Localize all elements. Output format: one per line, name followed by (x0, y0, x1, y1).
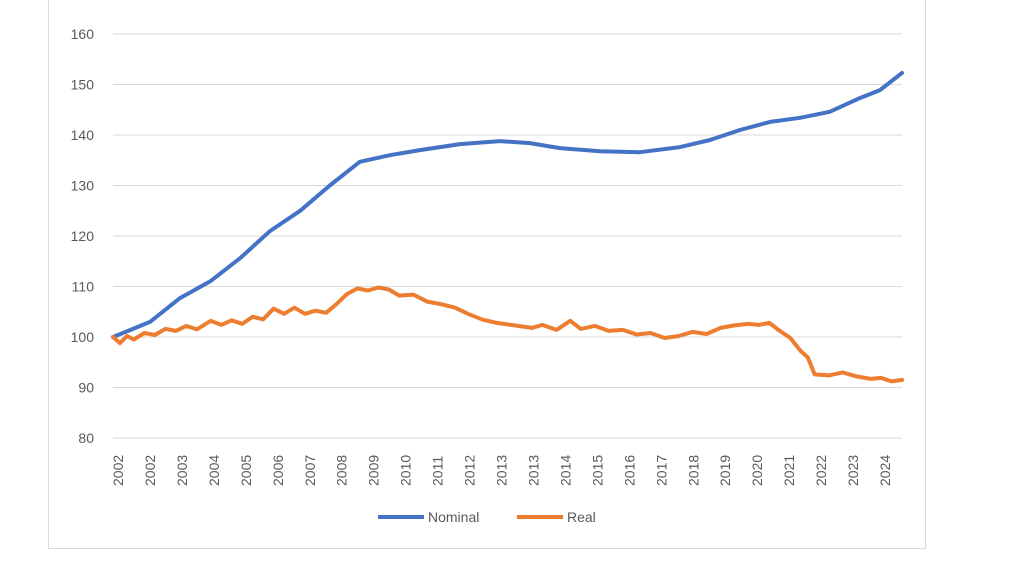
series-lines (111, 70, 904, 384)
x-tick-label: 2021 (781, 455, 797, 486)
x-tick-label: 2012 (462, 455, 478, 486)
x-tick-label: 2024 (877, 455, 893, 486)
x-tick-label: 2009 (366, 455, 382, 486)
series-line-nominal (111, 70, 904, 339)
x-tick-label: 2018 (685, 455, 701, 486)
y-tick-label: 110 (72, 279, 95, 295)
y-tick-label: 120 (71, 228, 95, 244)
x-tick-label: 2005 (238, 455, 254, 486)
legend-label-nominal: Nominal (428, 509, 479, 525)
x-tick-label: 2016 (621, 455, 637, 486)
y-tick-label: 80 (78, 430, 94, 446)
y-tick-label: 160 (71, 26, 95, 42)
legend: Nominal Real (378, 509, 596, 525)
x-tick-label: 2022 (813, 455, 829, 486)
x-tick-label: 2002 (142, 455, 158, 486)
y-tick-label: 130 (71, 178, 95, 194)
y-tick-label: 140 (71, 127, 95, 143)
y-tick-label: 100 (71, 329, 95, 345)
x-axis-labels: 2002 2002 2003 2004 2005 2006 2007 2008 2009 2010… (110, 455, 893, 486)
x-tick-label: 2014 (557, 455, 573, 486)
x-tick-label: 2008 (334, 455, 350, 486)
x-tick-label: 2013 (525, 455, 541, 486)
y-tick-label: 90 (78, 380, 94, 396)
x-tick-label: 2017 (653, 455, 669, 486)
x-tick-label: 2023 (845, 455, 861, 486)
x-tick-label: 2010 (398, 455, 414, 486)
x-tick-label: 2002 (110, 455, 126, 486)
x-tick-label: 2004 (206, 455, 222, 486)
series-line-real (111, 285, 904, 384)
y-axis-labels: 80 90 100 110 120 130 140 150 160 (71, 26, 95, 446)
x-tick-label: 2019 (717, 455, 733, 486)
x-tick-label: 2007 (302, 455, 318, 486)
gridlines (113, 33, 902, 439)
x-tick-label: 2015 (589, 455, 605, 486)
chart-frame (48, 0, 926, 549)
x-tick-label: 2011 (430, 456, 446, 486)
x-tick-label: 2020 (749, 455, 765, 486)
y-tick-label: 150 (71, 77, 95, 93)
legend-label-real: Real (567, 509, 596, 525)
x-tick-label: 2006 (270, 455, 286, 486)
x-tick-label: 2013 (494, 455, 510, 486)
x-tick-label: 2003 (174, 455, 190, 486)
